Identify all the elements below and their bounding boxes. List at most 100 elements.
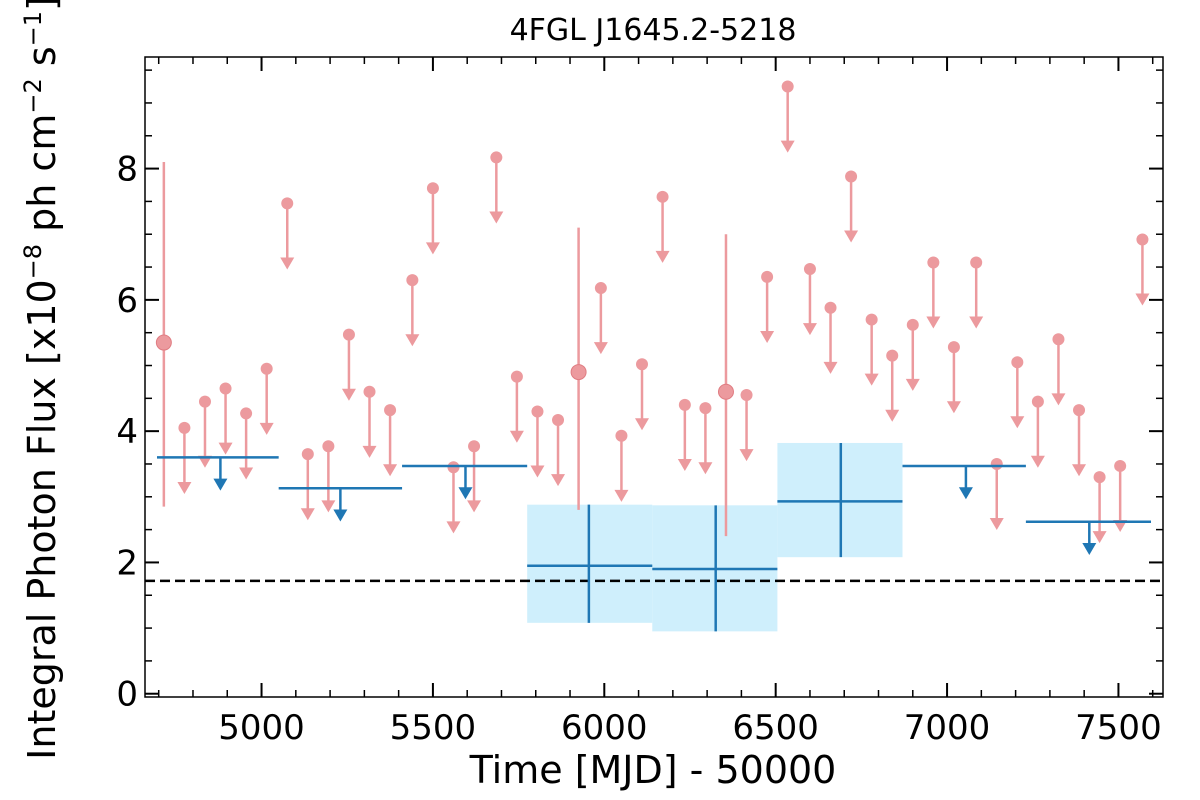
fine-upper-limit-point <box>531 405 544 418</box>
fine-upper-limit-point <box>447 461 460 474</box>
y-tick-label: 2 <box>116 543 138 583</box>
y-tick-label: 6 <box>116 281 138 321</box>
fine-upper-limit-arrow <box>177 481 192 494</box>
fine-upper-limit-point <box>1114 459 1127 472</box>
y-axis-label: Integral Photon Flux [x10−8 ph cm−2 s−1] <box>19 0 64 760</box>
fine-upper-limit-arrow <box>321 500 336 513</box>
fine-upper-limit-point <box>510 370 523 383</box>
fine-upper-limit-arrow <box>614 489 629 502</box>
fine-upper-limit-arrow <box>593 342 608 355</box>
fine-upper-limit-arrow <box>489 211 504 224</box>
y-tick-label: 8 <box>116 150 138 190</box>
fine-upper-limit-arrow <box>197 455 212 468</box>
fine-upper-limit-arrow <box>239 467 254 480</box>
fine-upper-limit-arrow <box>300 508 315 521</box>
fine-upper-limit-arrow <box>218 442 233 455</box>
fine-upper-limit-arrow <box>677 458 692 471</box>
fine-upper-limit-arrow <box>259 422 274 435</box>
fine-upper-limit-arrow <box>926 316 941 329</box>
fine-upper-limit-point <box>990 457 1003 470</box>
fine-upper-limit-point <box>886 349 899 362</box>
fine-upper-limit-point <box>363 385 376 398</box>
fine-upper-limit-point <box>281 197 294 210</box>
fine-upper-limit-arrow <box>635 418 650 431</box>
axis-ticks: 5000 5500 6000 6500 7000 7500 0 2 4 6 8 <box>116 57 1163 748</box>
fine-upper-limit-point <box>865 313 878 326</box>
fine-upper-limit-point <box>740 389 753 402</box>
x-tick-label: 7500 <box>1075 708 1162 748</box>
fine-upper-limit-arrow <box>1092 531 1107 544</box>
fine-upper-limit-arrow <box>823 361 838 374</box>
fine-upper-limit-point <box>384 404 397 417</box>
x-tick-label: 7000 <box>904 708 991 748</box>
fine-upper-limit-arrow <box>1072 464 1087 477</box>
fine-upper-limit-point <box>219 382 232 395</box>
fine-upper-limit-point <box>178 421 191 434</box>
fine-upper-limit-arrow <box>802 323 817 336</box>
coarse-upper-limit-arrow <box>458 487 473 500</box>
fine-detection-point <box>155 334 172 351</box>
fine-upper-limit-point <box>240 407 253 420</box>
fine-upper-limit-arrow <box>1135 293 1150 306</box>
coarse-upper-limit-arrow <box>333 509 348 522</box>
fine-upper-limit-arrow <box>1010 416 1025 429</box>
x-tick-label: 5500 <box>390 708 477 748</box>
x-tick-label: 6000 <box>561 708 648 748</box>
fine-upper-limit-arrow <box>989 518 1004 531</box>
fine-upper-limit-arrow <box>864 373 879 386</box>
fine-upper-limit-arrow <box>509 430 524 443</box>
fine-upper-limit-point <box>1031 395 1044 408</box>
fine-upper-limit-arrow <box>467 500 482 513</box>
fine-upper-limit-arrow <box>530 465 545 478</box>
fine-upper-limit-arrow <box>280 257 295 270</box>
fine-upper-limit-point <box>1136 233 1149 246</box>
fine-upper-limit-point <box>615 429 628 442</box>
y-axis-label-part2: ph cm <box>20 114 64 244</box>
fine-upper-limit-point <box>947 341 960 354</box>
y-axis-label-part1: Integral Photon Flux [x10 <box>20 279 64 760</box>
fine-upper-limit-arrow <box>551 474 566 487</box>
fine-upper-limit-arrow <box>1030 455 1045 468</box>
fine-upper-limit-arrow <box>698 462 713 475</box>
fine-upper-limit-point <box>699 402 712 415</box>
fine-upper-limit-point <box>1073 404 1086 417</box>
fine-upper-limit-arrow <box>425 242 440 255</box>
fine-upper-limit-arrow <box>655 250 670 263</box>
fine-upper-limit-point <box>824 301 837 314</box>
fine-upper-limit-arrow <box>739 449 754 462</box>
fine-upper-limit-point <box>636 358 649 371</box>
fine-detection-point <box>570 364 587 381</box>
plot-frame <box>144 56 1164 698</box>
fine-upper-limit-arrow <box>885 409 900 422</box>
fine-upper-limit-point <box>803 263 816 276</box>
fine-upper-limit-point <box>594 282 607 295</box>
fine-upper-limit-point <box>1011 356 1024 369</box>
fine-upper-limit-point <box>260 362 273 375</box>
coarse-upper-limit-arrow <box>1082 542 1097 555</box>
fine-upper-limit-point <box>678 398 691 411</box>
chart-title: 4FGL J1645.2-5218 <box>510 13 797 48</box>
y-axis-label-part3: s <box>20 46 64 78</box>
fine-upper-limit-arrow <box>1051 393 1066 406</box>
fine-upper-limit-point <box>761 270 774 283</box>
y-axis-label-exp1: −8 <box>19 244 47 279</box>
coarse-upper-limit-arrow <box>213 478 228 491</box>
y-axis-label-exp2: −2 <box>19 78 47 113</box>
x-tick-label: 6500 <box>732 708 819 748</box>
y-axis-label-exp3: −1 <box>19 11 47 46</box>
fine-upper-limit-arrow <box>1113 520 1128 533</box>
coarse-upper-limit-arrow <box>958 487 973 500</box>
fine-upper-limit-point <box>322 440 335 453</box>
x-tick-label: 5000 <box>218 708 305 748</box>
fine-upper-limit-arrow <box>760 330 775 343</box>
fine-upper-limit-point <box>552 413 565 426</box>
fine-upper-limit-point <box>426 182 439 195</box>
fine-upper-limit-point <box>1052 333 1065 346</box>
fine-upper-limit-point <box>406 274 419 287</box>
fine-upper-limit-point <box>656 190 669 203</box>
fine-upper-limit-arrow <box>969 316 984 329</box>
coarse-bin-series <box>156 442 1152 632</box>
fine-upper-limit-point <box>1093 471 1106 484</box>
